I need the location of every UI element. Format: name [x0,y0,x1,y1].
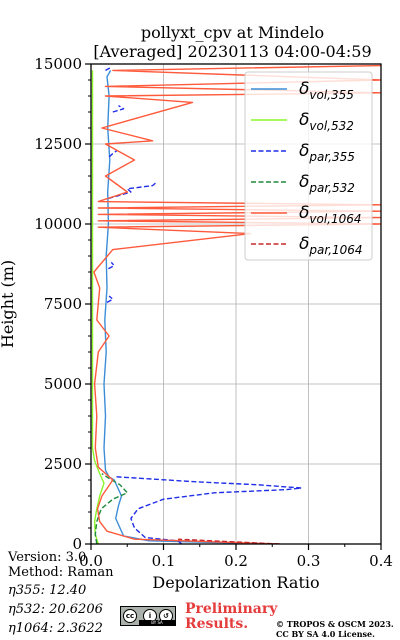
x-axis-label: Depolarization Ratio [152,573,319,592]
series-layer [91,64,381,544]
x-tick-label: 0.1 [152,552,176,570]
series-line-par-355-seg4 [108,149,118,158]
cc-icon: cc [123,609,137,623]
y-tick-label: 2500 [44,455,82,473]
series-line-par-355-seg6 [105,66,112,72]
series-line-vol-532 [91,70,105,544]
y-tick-label: 0 [72,535,82,553]
legend-label-par-532: δpar,532 [299,172,355,195]
legend-label-par-355: δpar,355 [299,141,355,164]
eta355-text: η355: 12.40 [8,583,87,598]
legend-label-vol-532: δvol,532 [299,110,354,133]
version-text: Version: 3.0 [8,550,87,565]
y-tick-label: 12500 [34,135,82,153]
y-tick-label: 7500 [44,295,82,313]
x-tick-label: 0.0 [79,552,103,570]
series-line-vol-355 [103,70,276,544]
copyright-line2: CC BY SA 4.0 License. [276,629,375,639]
y-tick-label: 5000 [44,375,82,393]
method-text: Method: Raman [8,565,114,580]
series-line-vol-1064 [93,64,381,544]
chart-title-line1: pollyxt_cpv at Mindelo [140,23,325,42]
ticks: 0.0 0.1 0.2 0.3 0.4 0 2500 5000 7500 10000 12500 15… [34,55,393,570]
y-tick-label: 15000 [34,55,82,73]
legend-label-vol-1064: δvol,1064 [299,203,362,226]
x-tick-label: 0.2 [224,552,248,570]
cc-strip-text: BY SA [139,620,175,625]
legend-label-par-1064: δpar,1064 [299,234,363,257]
eta532-text: η532: 20.6206 [8,602,103,617]
x-tick-label: 0.3 [297,552,321,570]
legend-label-vol-355: δvol,355 [299,79,354,102]
series-line-par-355-seg1 [108,261,115,270]
series-line-par-1064 [177,538,280,544]
copyright-text: © TROPOS & OSCM 2023. CC BY SA 4.0 Licen… [276,619,400,639]
series-line-par-355-seg2 [106,295,114,304]
cc-license-logo: cc i ↺ BY SA [120,606,176,626]
y-axis-label: Height (m) [0,260,17,348]
y-tick-label: 10000 [34,215,82,233]
eta1064-text: η1064: 2.3622 [8,621,103,636]
series-line-par-355 [116,476,302,544]
legend: δvol,355 δvol,532 δpar,355 δpar,532 δvol,106… [244,71,373,261]
preliminary-results-text: Preliminary Results. [185,601,278,632]
series-line-par-355-seg5 [112,105,125,113]
copyright-line1: © TROPOS & OSCM 2023. [276,619,394,629]
chart-title-line2: [Averaged] 20230113 04:00-04:59 [93,42,372,61]
x-tick-label: 0.4 [369,552,393,570]
